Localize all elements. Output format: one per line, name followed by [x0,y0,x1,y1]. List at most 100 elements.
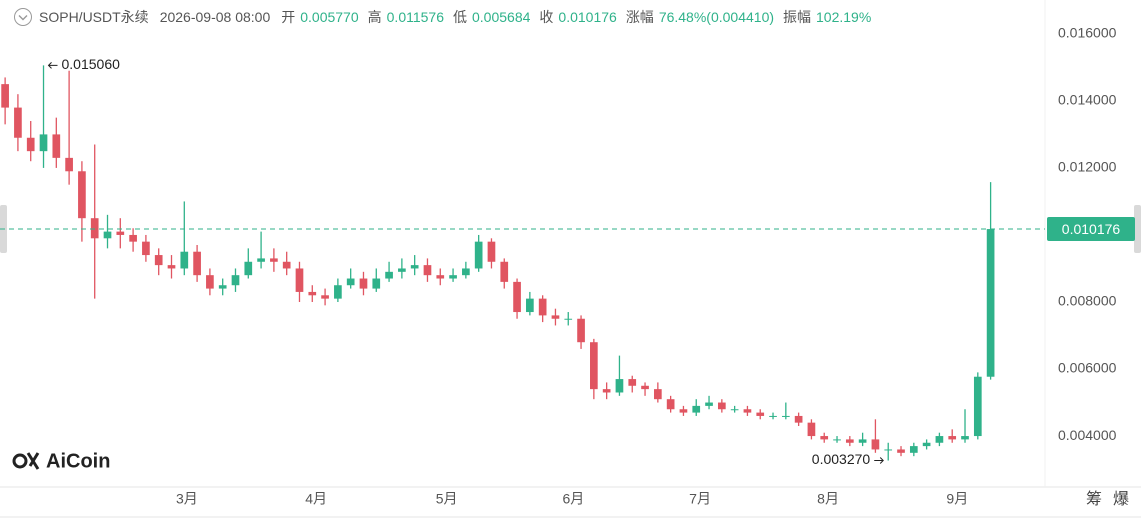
field-value: 102.19% [816,9,872,25]
last-price-tag [1047,217,1135,242]
candle-body [90,218,99,239]
candle-body [743,409,752,413]
candle-body [564,318,573,320]
candle-body [654,389,662,400]
y-tick-label: 0.012000 [1058,159,1117,175]
y-tick-label: 0.008000 [1058,293,1117,309]
y-tick-label: 0.004000 [1058,427,1117,443]
toolbar-button[interactable]: 爆 [1113,489,1129,508]
candle-body [769,415,777,417]
candle-body [449,275,457,279]
annotation-arrow [47,62,58,69]
annotation-label: 0.015060 [62,56,121,72]
candle-body [295,268,304,292]
candle-body [973,376,982,437]
candle-body [474,241,483,269]
candle-body [154,255,163,266]
candle-body [65,157,73,172]
candle-body [372,278,381,289]
x-tick-label: 9月 [946,491,968,507]
candle-body [730,409,739,411]
candle-body [679,409,688,413]
annotation-label: 0.003270 [812,451,871,467]
candle-body [884,449,893,451]
x-tick-label: 4月 [305,491,327,507]
candle-body [321,295,329,299]
toolbar-button[interactable]: 筹 [1086,490,1102,508]
candle-body [142,241,150,256]
candle-body [845,439,854,443]
candle-body [705,402,713,406]
candle-body [103,231,112,239]
candle-body [385,271,393,279]
field-value: 76.48%(0.004410) [658,9,775,25]
candle-body [858,439,867,443]
field-label: 收 [539,9,554,25]
candle-body [129,234,137,242]
candle-body [820,436,829,440]
logo-icon [12,453,28,469]
candle-body [462,268,470,276]
field-label: 涨幅 [625,9,654,25]
x-tick-label: 5月 [436,491,458,507]
field-value: 0.005684 [472,9,531,25]
candle-body [39,134,48,152]
candle-body [500,261,509,282]
candle-body [1,84,9,108]
candle-body [666,399,675,410]
candle-body [948,436,957,440]
field-label: 低 [453,9,467,25]
field-value: 0.010176 [558,9,617,25]
field-value: 0.011576 [386,9,444,25]
candle-body [244,261,253,276]
datetime: 2026-09-08 08:00 [159,9,271,25]
field-label: 开 [281,9,296,25]
logo: AiCoin [12,450,110,472]
candle-body [218,285,227,289]
annotation-arrow [874,457,884,464]
candle-body [986,229,995,377]
x-tick-label: 6月 [562,491,584,507]
candle-body [398,268,406,272]
candle-body [794,415,803,423]
candle-body [551,315,560,319]
candle-body [410,265,419,269]
candle-body [807,422,816,437]
candle-body [52,134,61,158]
candle-body [487,241,496,262]
candle-body [781,415,790,417]
candle-body [423,265,432,276]
side-handle[interactable] [1134,205,1141,253]
candle-body [334,285,342,299]
y-tick-label: 0.016000 [1058,25,1117,41]
candle-body [692,405,701,413]
candle-body [641,385,649,390]
symbol: SOPH/USDT永续 [39,9,149,25]
candle-body [257,258,265,262]
candle-body [897,449,905,453]
x-tick-label: 3月 [176,491,198,507]
field-label: 高 [367,9,382,25]
candle-body [270,258,278,262]
candle-body [909,446,918,453]
candle-body [717,402,726,410]
last-price-label: 0.010176 [1062,221,1121,237]
candle-body [206,275,214,289]
candle-body [180,251,189,269]
y-tick-label: 0.006000 [1058,360,1117,376]
candle-body [346,278,355,286]
candle-body [282,261,291,269]
candle-body [871,439,880,450]
candle-body [436,275,445,279]
candle-body [615,379,624,393]
candle-body [14,107,22,138]
candle-body [167,265,176,269]
candle-body [602,389,611,393]
candle-body [922,442,931,447]
candle-body [231,275,240,286]
candle-body [577,318,585,343]
collapse-icon[interactable] [12,6,34,28]
candle-body [961,436,969,440]
logo-text: AiCoin [46,450,110,472]
